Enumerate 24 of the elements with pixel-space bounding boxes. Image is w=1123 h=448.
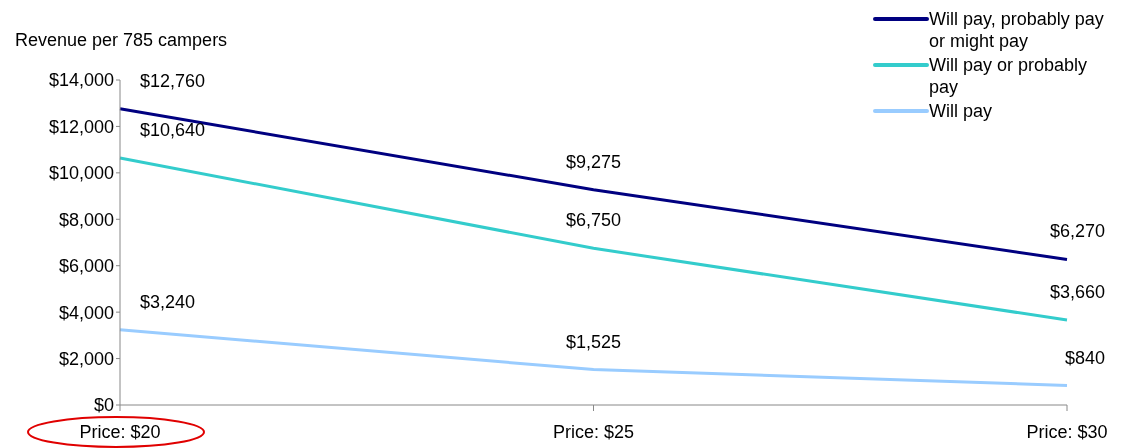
- data-label: $6,750: [565, 210, 622, 231]
- data-label: $3,240: [140, 291, 196, 312]
- data-label: $840: [1064, 347, 1105, 368]
- y-tick-label: $14,000: [48, 70, 114, 91]
- y-tick-label: $12,000: [48, 116, 114, 137]
- y-tick-label: $8,000: [58, 209, 114, 230]
- y-tick-label: $10,000: [48, 163, 114, 184]
- x-tick-label: Price: $30: [1026, 421, 1108, 442]
- x-tick-label: Price: $20: [79, 421, 161, 442]
- legend-label: Will pay: [929, 100, 993, 122]
- x-tick-label: Price: $25: [552, 421, 635, 442]
- legend-label: Will pay, probably pay or might pay: [929, 8, 1105, 52]
- data-label: $1,525: [565, 331, 622, 352]
- y-tick-label: $2,000: [58, 348, 114, 369]
- data-label: $6,270: [1049, 221, 1105, 242]
- data-label: $12,760: [140, 70, 206, 91]
- y-tick-label: $4,000: [58, 302, 114, 323]
- y-tick-label: $6,000: [58, 256, 114, 277]
- data-label: $3,660: [1049, 282, 1105, 303]
- legend-label: Will pay or probably pay: [929, 54, 1089, 98]
- data-label: $10,640: [140, 120, 206, 140]
- data-label: $9,275: [565, 151, 622, 172]
- y-axis-title: Revenue per 785 campers: [15, 30, 228, 51]
- y-tick-label: $0: [93, 395, 114, 416]
